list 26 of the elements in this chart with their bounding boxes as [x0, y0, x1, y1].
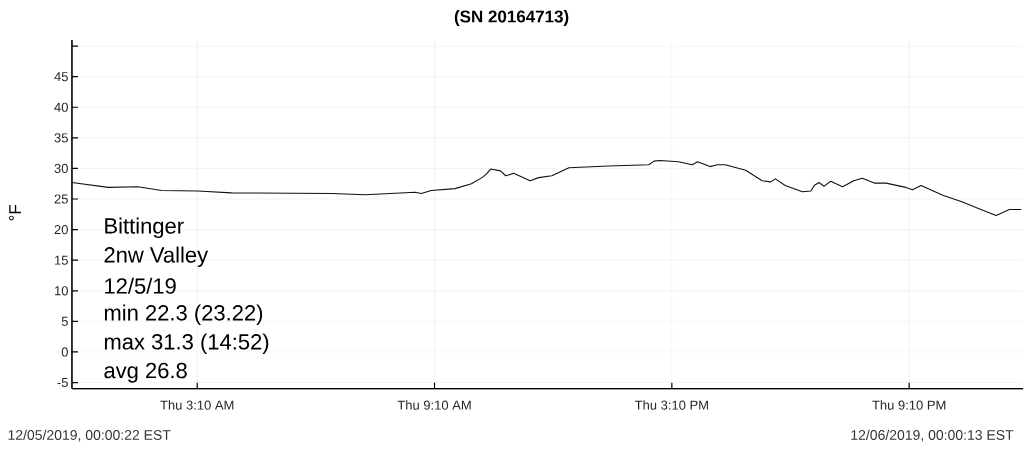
y-tick-label: 25 [54, 194, 68, 204]
text: 12/06/2019, 00:00:13 EST [851, 429, 1014, 442]
y-tick-label: 40 [54, 102, 68, 113]
annotation: Bittinger [105, 217, 184, 239]
y-tick-label: 15 [54, 255, 68, 265]
annotation: 12/5/19 [105, 277, 176, 295]
text: 12/05/2019, 00:00:22 EST [8, 429, 171, 442]
y-tick-label: 20 [54, 225, 68, 235]
y-tick-label: -5 [57, 378, 68, 388]
chart-title: (SN 20164713) [454, 10, 569, 27]
x-tick-label: Thu 3:10 PM [634, 400, 708, 410]
y-tick-label: 30 [54, 164, 68, 174]
y-tick-label: 5 [61, 317, 68, 327]
y-axis-title: °F [9, 205, 21, 221]
annotation: avg 26.8 [104, 362, 187, 383]
x-tick-label: Thu 3:10 AM [160, 400, 234, 410]
line-series [71, 160, 1022, 217]
y-tick-label: 10 [54, 286, 68, 296]
annotation: min 22.3 (23.22) [104, 304, 263, 326]
annotation: max 31.3 (14:52) [104, 333, 269, 355]
y-tick-label: 45 [54, 72, 68, 82]
y-tick-label: 35 [54, 133, 68, 143]
x-tick-label: Thu 9:10 AM [397, 400, 471, 410]
annotation: 2nw Valley [104, 246, 209, 268]
y-tick-label: 0 [61, 347, 68, 357]
x-tick-label: Thu 9:10 PM [872, 400, 946, 410]
